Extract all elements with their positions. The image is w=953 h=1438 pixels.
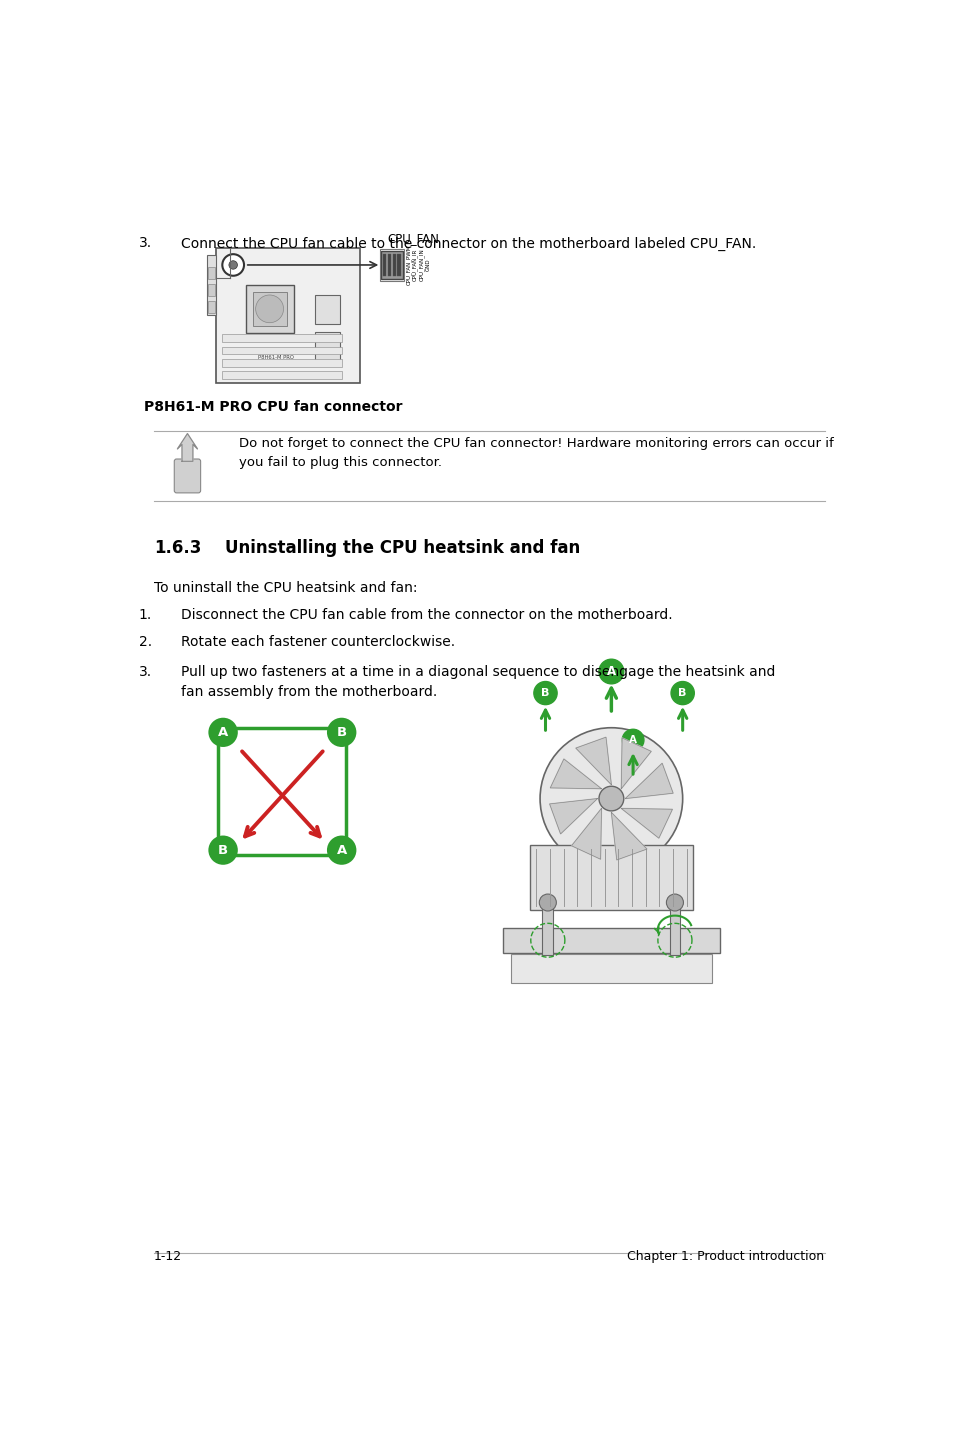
Text: 3.: 3. [138, 666, 152, 679]
Text: 1.: 1. [138, 608, 152, 623]
Text: To uninstall the CPU heatsink and fan:: To uninstall the CPU heatsink and fan: [154, 581, 417, 595]
Text: P8H61-M PRO CPU fan connector: P8H61-M PRO CPU fan connector [144, 400, 402, 414]
Bar [387, 255, 391, 276]
Text: B: B [336, 726, 346, 739]
Text: Do not forget to connect the CPU fan connector! Hardware monitoring errors can o: Do not forget to connect the CPU fan con… [239, 437, 833, 469]
Text: 3.: 3. [138, 236, 152, 250]
Text: B: B [540, 687, 549, 697]
Polygon shape [611, 812, 646, 860]
Polygon shape [576, 738, 611, 785]
Text: Uninstalling the CPU heatsink and fan: Uninstalling the CPU heatsink and fan [225, 539, 580, 557]
Circle shape [327, 718, 356, 746]
Circle shape [229, 260, 237, 269]
Bar [218, 728, 346, 854]
Bar [392, 255, 395, 276]
Bar [502, 928, 720, 952]
Polygon shape [620, 808, 672, 838]
Circle shape [255, 295, 283, 322]
Polygon shape [549, 798, 597, 834]
Text: A: A [606, 664, 616, 679]
Polygon shape [571, 808, 601, 860]
Circle shape [208, 835, 237, 864]
Bar [245, 285, 294, 332]
Circle shape [666, 894, 682, 912]
Polygon shape [177, 434, 197, 462]
Text: CPU_FAN: CPU_FAN [387, 232, 439, 244]
Polygon shape [624, 764, 673, 798]
Bar [379, 249, 404, 282]
Circle shape [538, 894, 556, 912]
Circle shape [534, 682, 557, 705]
Bar [315, 295, 340, 324]
Text: Pull up two fasteners at a time in a diagonal sequence to disengage the heatsink: Pull up two fasteners at a time in a dia… [181, 666, 775, 699]
Text: 1.6.3: 1.6.3 [154, 539, 201, 557]
Bar [208, 285, 214, 296]
Bar [669, 905, 679, 955]
Circle shape [208, 718, 237, 746]
Text: Chapter 1: Product introduction: Chapter 1: Product introduction [627, 1250, 823, 1263]
Circle shape [222, 255, 244, 276]
Text: Disconnect the CPU fan cable from the connector on the motherboard.: Disconnect the CPU fan cable from the co… [181, 608, 672, 623]
Bar [382, 255, 386, 276]
Bar [208, 267, 214, 279]
Circle shape [327, 835, 356, 864]
Text: A: A [628, 735, 637, 745]
Text: A: A [336, 844, 347, 857]
Bar [222, 334, 342, 342]
Circle shape [670, 682, 694, 705]
Circle shape [621, 729, 643, 751]
Text: CPU_FAN_PWM
CPU_FAN_IR
CPU_FAN_IN
GND: CPU_FAN_PWM CPU_FAN_IR CPU_FAN_IN GND [406, 244, 430, 285]
Bar [216, 247, 359, 383]
Bar [315, 332, 340, 361]
Bar [397, 255, 400, 276]
Bar [208, 301, 214, 312]
Circle shape [539, 728, 682, 870]
Bar [207, 255, 216, 315]
Polygon shape [620, 738, 651, 789]
Bar [222, 371, 342, 380]
Circle shape [598, 659, 623, 684]
Text: Connect the CPU fan cable to the connector on the motherboard labeled CPU_FAN.: Connect the CPU fan cable to the connect… [181, 236, 756, 250]
Text: B: B [678, 687, 686, 697]
Text: P8H61-M PRO: P8H61-M PRO [258, 355, 294, 360]
Text: 2.: 2. [138, 634, 152, 649]
Text: A: A [217, 726, 228, 739]
Bar [510, 953, 711, 984]
Polygon shape [550, 759, 601, 789]
Bar [253, 292, 286, 326]
Bar [222, 347, 342, 354]
Circle shape [598, 787, 623, 811]
Bar [530, 844, 692, 910]
FancyBboxPatch shape [174, 459, 200, 493]
Bar [381, 252, 402, 279]
Bar [222, 360, 342, 367]
Text: B: B [218, 844, 228, 857]
Text: Rotate each fastener counterclockwise.: Rotate each fastener counterclockwise. [181, 634, 455, 649]
Bar [542, 905, 553, 955]
Text: 1-12: 1-12 [154, 1250, 182, 1263]
